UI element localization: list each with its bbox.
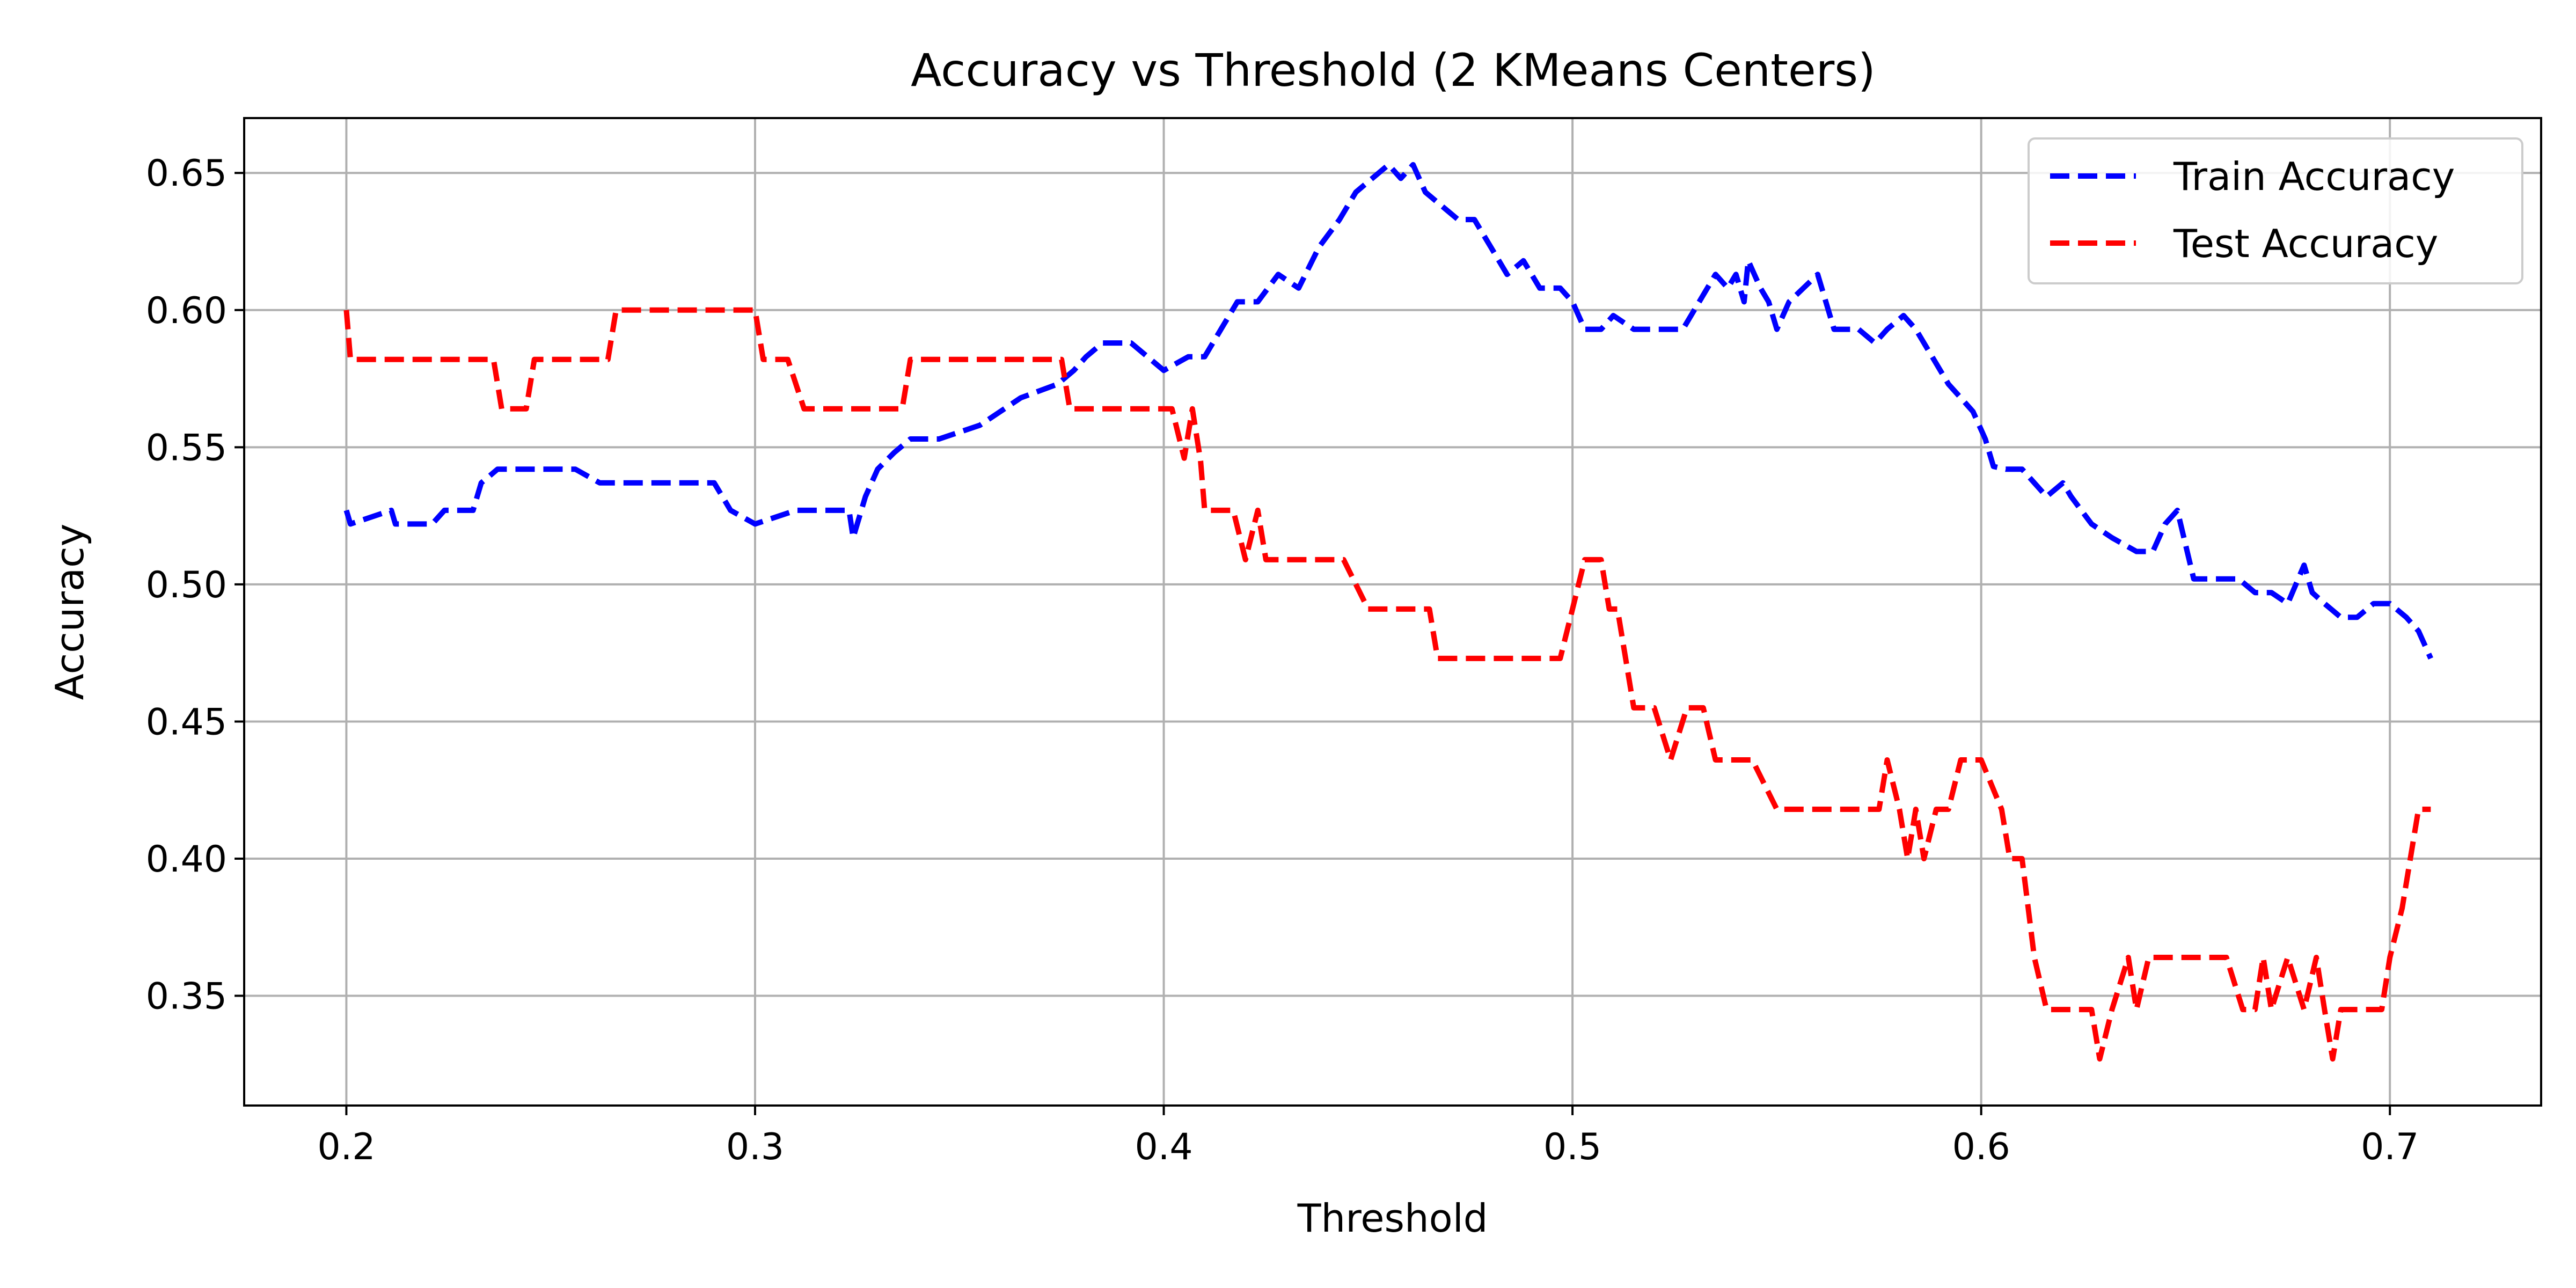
- x-axis-label: Threshold: [1297, 1196, 1488, 1241]
- y-tick-label: 0.35: [146, 976, 227, 1018]
- chart-title: Accuracy vs Threshold (2 KMeans Centers): [911, 44, 1876, 97]
- y-axis-label: Accuracy: [47, 524, 92, 700]
- axis-ticks: 0.2 0.3 0.4 0.5 0.6 0.7 0.35 0.40 0.45 0.50 0.55 0.…: [146, 152, 2419, 1168]
- x-tick-label: 0.7: [2361, 1126, 2419, 1168]
- y-tick-label: 0.55: [146, 427, 227, 469]
- series-line-test-accuracy: [343, 307, 2431, 1062]
- legend-entry-label: Train Accuracy: [2173, 154, 2455, 199]
- x-tick-label: 0.3: [726, 1126, 784, 1168]
- y-tick-label: 0.40: [146, 838, 227, 881]
- y-tick-label: 0.65: [146, 152, 227, 195]
- x-tick-label: 0.6: [1952, 1126, 2010, 1168]
- legend: Train Accuracy Test Accuracy: [2028, 137, 2523, 284]
- series-lines: [343, 162, 2433, 1062]
- y-tick-label: 0.60: [146, 290, 227, 332]
- legend-box: [2028, 137, 2523, 284]
- x-tick-label: 0.4: [1135, 1126, 1192, 1168]
- legend-entry-label: Test Accuracy: [2173, 221, 2438, 266]
- series-line-train-accuracy: [343, 162, 2433, 660]
- x-tick-label: 0.5: [1543, 1126, 1601, 1168]
- x-tick-label: 0.2: [317, 1126, 375, 1168]
- grid: [244, 118, 2541, 1106]
- plot-area-frame: [243, 117, 2542, 1107]
- y-tick-label: 0.45: [146, 701, 227, 743]
- y-tick-label: 0.50: [146, 564, 227, 606]
